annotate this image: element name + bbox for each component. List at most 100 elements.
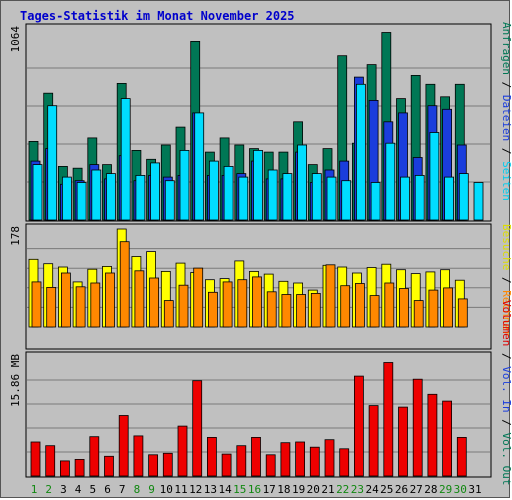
day-label-9: 9 bbox=[148, 483, 155, 496]
bar-requests-seiten-day-19 bbox=[297, 144, 308, 221]
day-label-25: 25 bbox=[380, 483, 393, 496]
volume-max-label: 15.86 MB bbox=[9, 354, 22, 407]
bar-visits-rechner-day-20 bbox=[310, 292, 321, 328]
bar-volume-volumen-day-4 bbox=[74, 458, 85, 477]
bar-volume-volumen-day-28 bbox=[427, 393, 438, 477]
bar-requests-seiten-day-15 bbox=[238, 176, 249, 221]
bar-volume-volumen-day-5 bbox=[89, 436, 100, 477]
bar-visits-rechner-day-16 bbox=[252, 276, 262, 328]
bar-requests-seiten-day-6 bbox=[106, 173, 116, 221]
bar-requests-seiten-day-25 bbox=[385, 142, 396, 221]
day-label-27: 27 bbox=[410, 483, 423, 496]
bar-requests-seiten-day-10 bbox=[164, 180, 175, 221]
bar-visits-rechner-day-2 bbox=[46, 286, 57, 328]
day-label-3: 3 bbox=[60, 483, 67, 496]
bar-visits-rechner-day-19 bbox=[296, 294, 307, 328]
bar-volume-volumen-day-8 bbox=[133, 435, 144, 477]
legend-text: / bbox=[500, 270, 512, 290]
bar-visits-rechner-day-24 bbox=[369, 295, 380, 328]
bar-volume-volumen-day-26 bbox=[398, 406, 408, 477]
legend-text: Besuche bbox=[500, 224, 512, 270]
day-label-1: 1 bbox=[31, 483, 38, 496]
bar-volume-volumen-day-25 bbox=[383, 362, 394, 477]
legend-text: / bbox=[500, 346, 512, 366]
bar-requests-seiten-day-29 bbox=[444, 176, 455, 221]
bar-requests-seiten-day-12 bbox=[194, 112, 205, 221]
bar-visits-rechner-day-27 bbox=[413, 300, 424, 328]
bar-visits-rechner-day-14 bbox=[222, 281, 233, 328]
bar-requests-seiten-day-5 bbox=[91, 169, 102, 221]
bar-volume-volumen-day-15 bbox=[236, 445, 247, 477]
bar-volume-volumen-day-22 bbox=[339, 448, 350, 477]
bar-visits-rechner-day-11 bbox=[178, 284, 189, 328]
bar-visits-rechner-day-28 bbox=[428, 289, 439, 328]
legend-text: Vol. In bbox=[500, 366, 512, 412]
bar-volume-volumen-day-6 bbox=[104, 455, 114, 477]
bar-volume-volumen-day-7 bbox=[118, 415, 129, 477]
bar-volume-volumen-day-13 bbox=[206, 436, 217, 477]
bar-visits-rechner-day-6 bbox=[105, 272, 115, 328]
bar-volume-volumen-day-2 bbox=[45, 445, 56, 477]
bar-volume-volumen-day-23 bbox=[353, 375, 364, 477]
bar-requests-seiten-day-21 bbox=[326, 176, 337, 221]
bar-requests-seiten-day-9 bbox=[150, 162, 161, 221]
visits-max-label: 178 bbox=[9, 226, 22, 246]
day-label-2: 2 bbox=[45, 483, 52, 496]
day-label-23: 23 bbox=[351, 483, 364, 496]
bar-visits-rechner-day-3 bbox=[61, 272, 71, 328]
legend-text: Dateien bbox=[500, 95, 512, 141]
day-label-31: 31 bbox=[468, 483, 481, 496]
bar-requests-seiten-day-23 bbox=[355, 83, 366, 221]
day-label-12: 12 bbox=[189, 483, 202, 496]
bar-requests-seiten-day-11 bbox=[179, 149, 190, 221]
bar-visits-rechner-day-7 bbox=[119, 241, 130, 328]
bar-requests-seiten-day-1 bbox=[32, 164, 43, 221]
bar-visits-rechner-day-4 bbox=[75, 286, 86, 328]
bar-volume-volumen-day-10 bbox=[162, 452, 173, 477]
bar-visits-rechner-day-22 bbox=[340, 285, 351, 328]
bar-volume-volumen-day-17 bbox=[265, 454, 276, 477]
bar-requests-seiten-day-3 bbox=[62, 176, 72, 221]
bar-visits-rechner-day-9 bbox=[149, 277, 160, 328]
bar-volume-volumen-day-9 bbox=[148, 454, 159, 477]
bar-requests-seiten-day-27 bbox=[414, 174, 425, 221]
bar-requests-seiten-day-8 bbox=[135, 174, 146, 221]
day-label-13: 13 bbox=[204, 483, 217, 496]
bar-requests-seiten-day-17 bbox=[267, 169, 278, 221]
bar-requests-seiten-day-26 bbox=[400, 176, 410, 221]
legend-text: / bbox=[500, 413, 512, 433]
day-label-7: 7 bbox=[119, 483, 126, 496]
bar-requests-seiten-day-16 bbox=[253, 149, 263, 221]
bar-requests-seiten-day-22 bbox=[341, 180, 352, 221]
legend-text: Seiten bbox=[500, 161, 512, 201]
day-label-10: 10 bbox=[160, 483, 173, 496]
bar-visits-rechner-day-15 bbox=[237, 279, 248, 328]
bar-requests-seiten-day-14 bbox=[223, 165, 234, 221]
day-label-8: 8 bbox=[134, 483, 141, 496]
bar-visits-rechner-day-18 bbox=[281, 294, 292, 328]
day-label-21: 21 bbox=[321, 483, 334, 496]
bar-visits-rechner-day-12 bbox=[193, 267, 204, 328]
bar-requests-seiten-day-31 bbox=[473, 182, 484, 221]
bar-visits-rechner-day-23 bbox=[354, 283, 365, 328]
bar-volume-volumen-day-30 bbox=[456, 436, 467, 477]
bar-volume-volumen-day-11 bbox=[177, 425, 188, 477]
legend-text: Vol. Out bbox=[500, 432, 512, 485]
day-label-16: 16 bbox=[248, 483, 261, 496]
x-axis-day-labels: 1 2 3 4 5 6 7 8 9 10 11 12 13 14 15 16 17 18 19 20 21 22 23 24 2… bbox=[31, 483, 482, 496]
bar-visits-rechner-day-21 bbox=[325, 264, 336, 328]
bar-volume-volumen-day-20 bbox=[309, 446, 320, 477]
bar-requests-seiten-day-13 bbox=[208, 160, 219, 221]
bar-visits-rechner-day-1 bbox=[31, 281, 42, 328]
bar-requests-seiten-day-30 bbox=[458, 173, 469, 221]
day-label-15: 15 bbox=[233, 483, 246, 496]
legend-text: / bbox=[500, 75, 512, 95]
day-label-14: 14 bbox=[218, 483, 232, 496]
bar-volume-volumen-day-18 bbox=[280, 442, 291, 477]
chart-title: Tages-Statistik im Monat November 2025 bbox=[20, 9, 295, 23]
day-label-17: 17 bbox=[263, 483, 276, 496]
legend-text: Anfragen bbox=[500, 22, 512, 75]
day-label-22: 22 bbox=[336, 483, 349, 496]
